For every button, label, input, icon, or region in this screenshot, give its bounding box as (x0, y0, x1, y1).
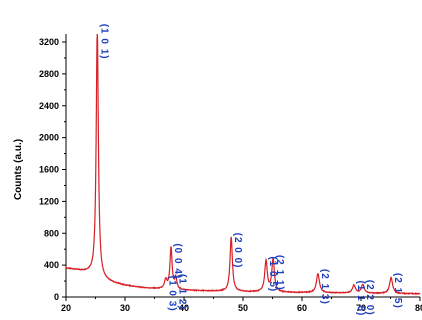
y-tick-label: 1600 (39, 165, 59, 175)
y-tick-label: 3200 (39, 37, 59, 47)
peak-label: (1 0 1) (98, 24, 109, 60)
x-tick-label: 30 (120, 303, 130, 313)
x-tick-label: 40 (179, 303, 189, 313)
y-tick-label: 1200 (39, 196, 59, 206)
y-tick-label: 0 (54, 292, 59, 302)
peak-label: (2 1 5) (392, 273, 403, 309)
x-tick-label: 70 (356, 303, 366, 313)
peak-label: (1 0 3) (167, 276, 178, 312)
peak-label: (2 1 3) (319, 269, 330, 305)
peak-label: (1 1 2) (177, 274, 188, 310)
y-tick-label: 400 (44, 260, 59, 270)
x-tick-label: 20 (61, 303, 71, 313)
tick-labels: 2030405060708004008001200160020002400280… (39, 37, 422, 313)
y-tick-label: 800 (44, 228, 59, 238)
x-tick-label: 60 (297, 303, 307, 313)
peak-label: (0 0 4) (172, 243, 183, 279)
xrd-series-line (65, 34, 421, 296)
x-tick-label: 50 (238, 303, 248, 313)
peak-label: (1 0 5) (267, 256, 278, 292)
y-tick-label: 2000 (39, 133, 59, 143)
y-tick-label: 2800 (39, 69, 59, 79)
peak-label: (2 1 1) (274, 255, 285, 291)
x-tick-label: 80 (415, 303, 422, 313)
peak-label: (2 0 0) (232, 233, 243, 269)
peak-label: (2 2 0) (364, 280, 375, 316)
y-axis-label: Counts (a.u.) (13, 139, 24, 200)
peak-labels: (1 0 1) (1 0 3)(0 0 4)(1 1 2) (2 0 0) (1 0 … (98, 24, 403, 317)
peak-label: (1 1 6) (355, 280, 366, 316)
y-tick-label: 2400 (39, 101, 59, 111)
